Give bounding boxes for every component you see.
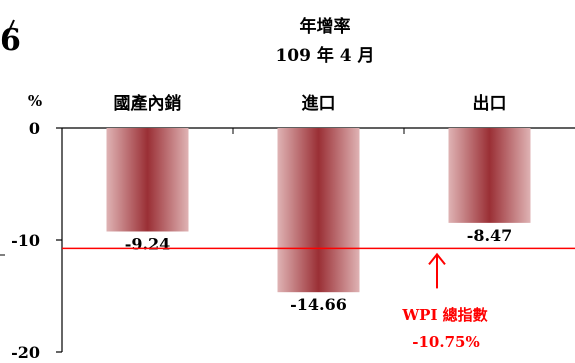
wpi-value-label: -10.75% (412, 333, 479, 351)
corner-slash (2, 19, 15, 45)
wpi-label: WPI 總指數 (401, 306, 487, 324)
chart-title: 年增率 (300, 16, 351, 37)
category-label: 進口 (302, 94, 336, 114)
y-tick-label: 0 (29, 119, 40, 138)
bar-value-label: -8.47 (467, 226, 513, 245)
y-axis-label: % (28, 92, 42, 110)
bar (277, 128, 360, 293)
wpi-arrow (428, 252, 446, 289)
y-tick-label: -20 (11, 343, 40, 362)
category-label: 出口 (473, 93, 507, 114)
bar (106, 128, 189, 232)
bar-value-label: -14.66 (290, 295, 347, 314)
bar-value-label: -9.24 (125, 234, 171, 253)
bar (448, 128, 531, 223)
chart-subtitle: 109 年 4 月 (275, 45, 374, 66)
corner-mark: 6 (0, 23, 21, 58)
y-tick-label: -10 (11, 231, 40, 250)
category-label: 國產內銷 (114, 93, 182, 114)
